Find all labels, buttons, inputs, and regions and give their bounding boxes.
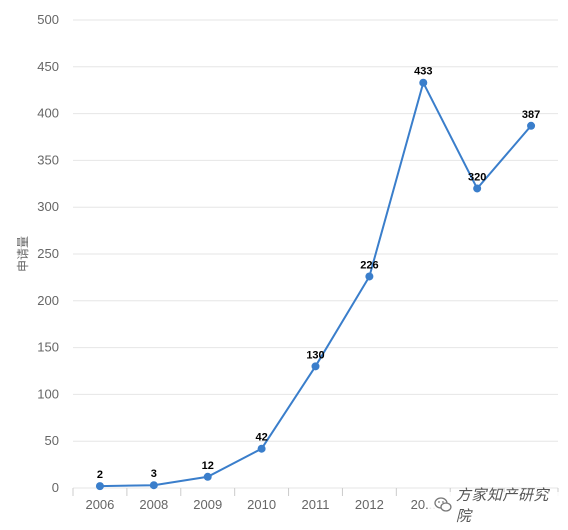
watermark-text: 方家知产研究院: [455, 487, 549, 525]
data-point: [473, 184, 482, 193]
x-tick-label: 2008: [139, 497, 168, 512]
watermark: 方家知产研究院: [430, 487, 568, 525]
data-point: [527, 121, 536, 130]
axis-layer: 0 50 100 150 200 250 300 350 400 450 500 2006 2008 20…: [37, 12, 559, 512]
y-tick-label: 150: [37, 340, 59, 355]
data-point: [149, 481, 158, 490]
y-tick-label: 350: [37, 152, 59, 167]
y-tick-label: 200: [37, 293, 59, 308]
x-tick-label: 2009: [193, 497, 222, 512]
data-label: 3: [151, 468, 157, 480]
y-tick-label: 50: [45, 433, 59, 448]
x-tick-label: 2006: [85, 497, 114, 512]
y-tick-label: 500: [37, 12, 59, 27]
series-layer: [95, 78, 536, 491]
data-label: 226: [360, 259, 378, 271]
data-label-layer: 2 3 12 42 130 226 433 320 387: [97, 66, 540, 481]
data-point: [365, 272, 374, 281]
y-tick-label: 250: [37, 246, 59, 261]
y-tick-label: 100: [37, 386, 59, 401]
y-tick-label: 0: [52, 480, 59, 495]
series-line: [99, 79, 532, 488]
data-label: 433: [414, 66, 432, 78]
data-label: 12: [202, 460, 214, 472]
x-tick-label: 2010: [247, 497, 276, 512]
y-axis-title: 申请量: [16, 236, 30, 272]
data-label: 42: [255, 432, 267, 444]
x-tick-label: 20...: [411, 497, 436, 512]
data-point: [419, 78, 428, 87]
y-tick-label: 400: [37, 106, 59, 121]
y-tick-label: 300: [37, 199, 59, 214]
data-label: 130: [306, 349, 324, 361]
data-point: [311, 362, 320, 371]
data-label: 2: [97, 469, 103, 481]
y-tick-label: 450: [37, 59, 59, 74]
x-tick-label: 2012: [355, 497, 384, 512]
data-point: [203, 472, 212, 481]
data-point: [95, 482, 104, 491]
data-point: [257, 444, 266, 453]
data-label: 387: [522, 109, 540, 121]
x-tick-label: 2011: [302, 497, 330, 512]
wechat-icon: [434, 497, 452, 512]
grid-layer: [73, 19, 558, 489]
data-label: 320: [468, 171, 486, 183]
